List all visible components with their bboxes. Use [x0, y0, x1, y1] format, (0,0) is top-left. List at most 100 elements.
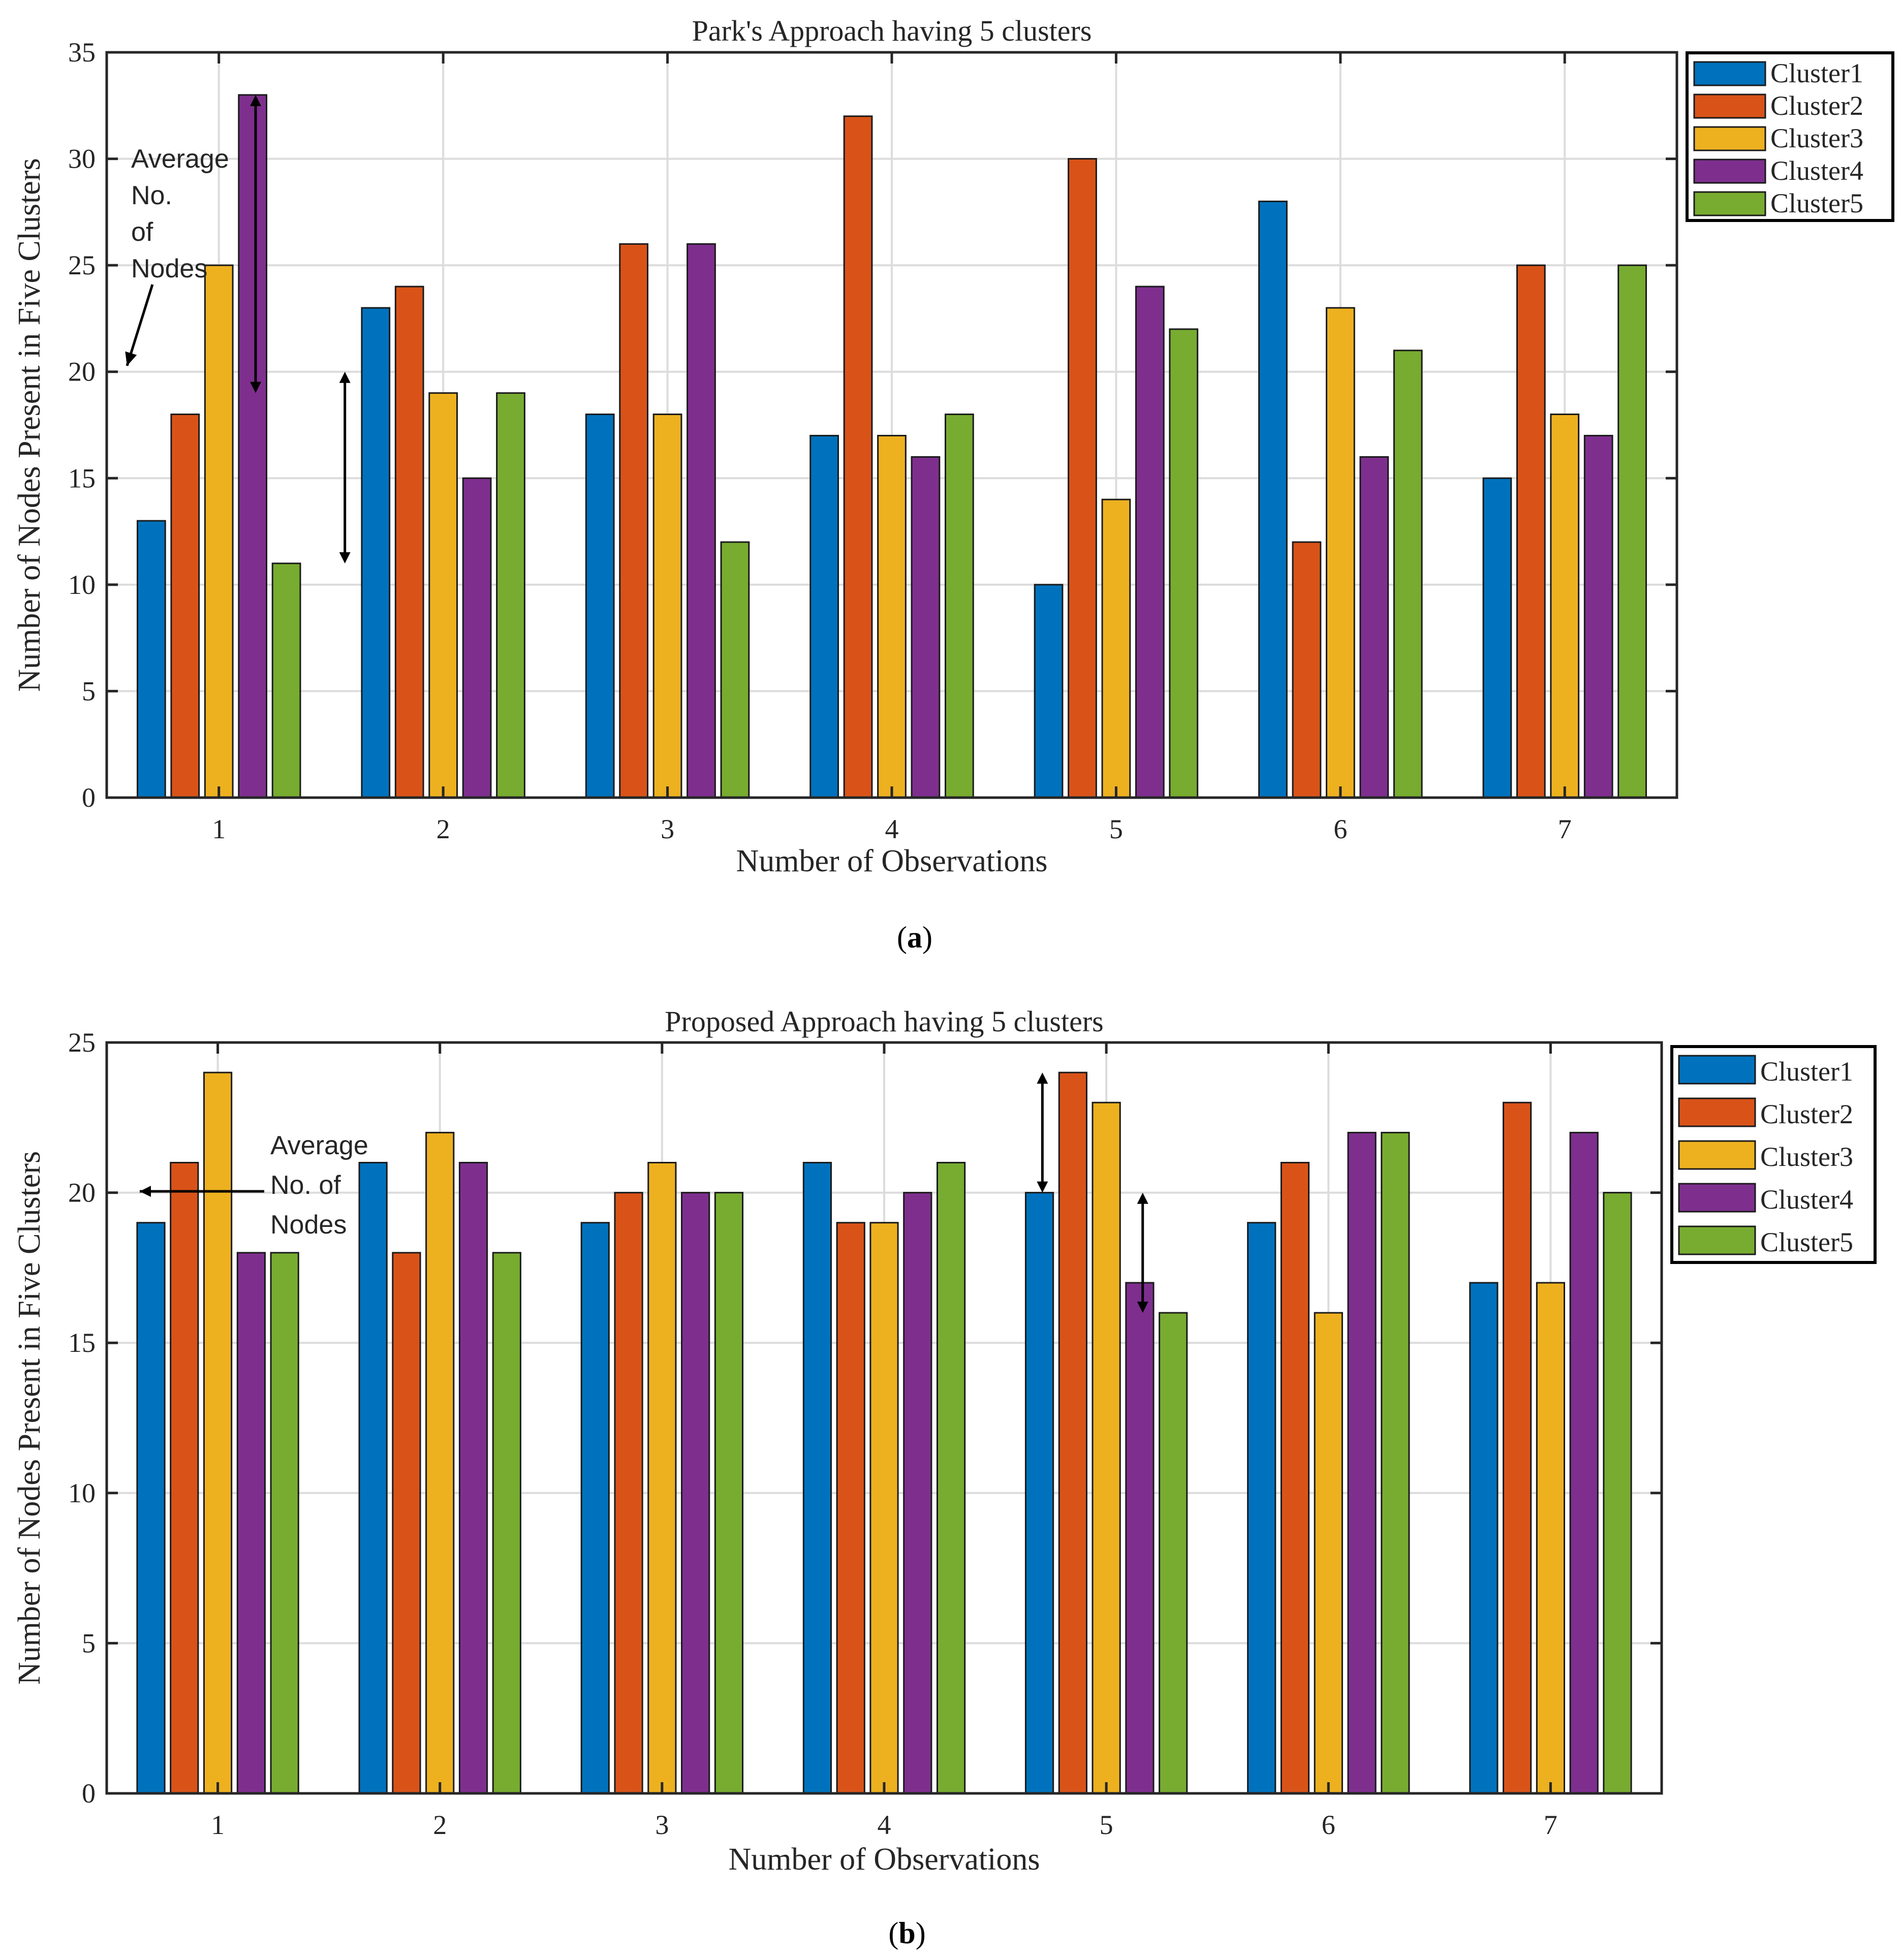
bars [136, 94, 1647, 799]
x-tick-label: 2 [433, 1810, 447, 1840]
bar-cluster2-obs-2 [392, 1252, 421, 1794]
bar-cluster3-obs-5 [1092, 1101, 1121, 1794]
y-tick-label: 5 [82, 1628, 96, 1658]
average-annotation: Average No. of Nodes [140, 1131, 368, 1240]
chart-title: Proposed Approach having 5 clusters [665, 1005, 1103, 1038]
bar-cluster1-obs-6 [1247, 1222, 1276, 1794]
panel-caption: (b) [888, 1916, 925, 1950]
average-annotation: Average No. of Nodes [125, 144, 229, 366]
x-tick-label: 3 [655, 1810, 669, 1840]
legend-label-cluster5: Cluster5 [1760, 1227, 1853, 1257]
bar-cluster3-obs-1 [203, 1071, 233, 1794]
x-tick-label: 3 [661, 814, 674, 844]
bar-cluster2-obs-3 [614, 1192, 643, 1794]
bar-cluster2-obs-6 [1292, 541, 1322, 799]
caption-paren-open: ( [897, 921, 907, 954]
x-tick-label: 2 [436, 814, 450, 844]
bar-cluster4-obs-3 [687, 243, 716, 799]
bar-cluster4-obs-2 [458, 1161, 488, 1794]
y-tick-label: 20 [68, 1178, 96, 1208]
bar-cluster4-obs-5 [1125, 1282, 1155, 1794]
bar-cluster5-obs-7 [1617, 264, 1647, 799]
bar-cluster2-obs-4 [836, 1222, 865, 1794]
legend-swatch-cluster2 [1693, 93, 1766, 119]
bar-cluster4-obs-3 [681, 1192, 710, 1794]
y-tick-label: 10 [68, 1478, 96, 1508]
bar-cluster3-obs-7 [1550, 414, 1580, 799]
bar-cluster1-obs-6 [1258, 200, 1288, 799]
legend-label-cluster2: Cluster2 [1760, 1099, 1853, 1129]
x-tick-label: 7 [1544, 1810, 1557, 1840]
bar-cluster4-obs-4 [911, 456, 941, 799]
bar-cluster2-obs-7 [1516, 264, 1546, 799]
bar-cluster1-obs-2 [358, 1161, 388, 1794]
bar-cluster5-obs-2 [492, 1252, 521, 1794]
bar-cluster1-obs-3 [585, 414, 615, 799]
y-tick-label: 0 [82, 1778, 96, 1809]
annotation-text: Nodes [131, 254, 207, 283]
bar-cluster5-obs-5 [1169, 328, 1199, 799]
range-arrow-0-head-up [1037, 1072, 1048, 1084]
bar-cluster5-obs-7 [1603, 1192, 1632, 1794]
bar-cluster3-obs-4 [869, 1222, 899, 1794]
bar-cluster1-obs-4 [802, 1161, 832, 1794]
bar-cluster5-obs-4 [945, 414, 974, 799]
annotation-text: Average [131, 144, 229, 174]
y-tick-label: 25 [68, 1027, 96, 1058]
annotation-arrow-head [140, 1186, 151, 1197]
legend-swatch-cluster3 [1678, 1140, 1756, 1170]
chart-title: Park's Approach having 5 clusters [692, 14, 1092, 47]
y-tick-label: 20 [68, 357, 96, 387]
x-axis-label: Number of Observations [729, 1842, 1040, 1877]
annotation-arrow-shaft [126, 284, 154, 366]
y-tick-label: 0 [82, 782, 96, 813]
bar-cluster5-obs-3 [714, 1192, 744, 1794]
x-axis-label: Number of Observations [736, 844, 1048, 878]
legend-swatch-cluster5 [1678, 1225, 1756, 1255]
caption-letter: a [907, 921, 922, 954]
bar-cluster5-obs-2 [496, 392, 525, 799]
bar-cluster4-obs-5 [1135, 286, 1165, 799]
legend-swatch-cluster4 [1693, 159, 1766, 184]
range-arrow-1-head-down [339, 552, 351, 563]
legend-swatch-cluster5 [1693, 191, 1766, 216]
range-arrow-1-head-up [1137, 1192, 1148, 1204]
legend-swatch-cluster1 [1693, 61, 1766, 86]
legend-label-cluster1: Cluster1 [1760, 1056, 1853, 1087]
bar-cluster1-obs-7 [1482, 477, 1512, 799]
y-tick-label: 35 [68, 37, 96, 68]
bar-cluster5-obs-6 [1381, 1131, 1410, 1794]
bar-cluster4-obs-6 [1359, 456, 1389, 799]
legend-label-cluster4: Cluster4 [1760, 1184, 1853, 1215]
x-tick-label: 1 [211, 1810, 225, 1840]
chart-panel-b: 0 5 10 15 20 25 1 2 3 4 5 6 7 Proposed Approach havin… [12, 1005, 1877, 1950]
x-tick-label: 1 [212, 814, 226, 844]
bar-cluster5-obs-5 [1159, 1312, 1188, 1794]
annotation-text: No. [131, 181, 172, 210]
bar-cluster1-obs-2 [361, 307, 391, 799]
bar-cluster3-obs-3 [647, 1161, 677, 1794]
annotation-text: of [131, 217, 153, 247]
legend-label-cluster3: Cluster3 [1770, 123, 1863, 153]
bar-cluster2-obs-3 [619, 243, 649, 799]
x-tick-label: 6 [1322, 1810, 1335, 1840]
bar-cluster1-obs-7 [1469, 1282, 1499, 1794]
annotation-text: No. of [270, 1171, 341, 1200]
caption-paren-close: ) [922, 921, 932, 954]
bar-cluster3-obs-2 [425, 1131, 455, 1794]
bar-cluster3-obs-6 [1314, 1312, 1343, 1794]
x-tick-label: 7 [1558, 814, 1572, 844]
range-arrow-0-head-down [1037, 1181, 1048, 1193]
caption-paren-close: ) [916, 1916, 926, 1950]
legend-swatch-cluster4 [1678, 1183, 1756, 1213]
legend-label-cluster2: Cluster2 [1770, 90, 1863, 121]
range-arrow-1-head-up [339, 371, 351, 383]
chart-panel-a: 0 5 10 15 20 25 30 35 1 2 3 4 5 6 7 Park's Approach hav… [12, 14, 1894, 954]
bar-cluster5-obs-6 [1393, 350, 1423, 799]
x-tick-label: 6 [1333, 814, 1347, 844]
annotation-text: Nodes [270, 1210, 347, 1240]
bar-cluster1-obs-5 [1034, 584, 1064, 799]
range-arrow-1-head-down [1137, 1302, 1148, 1313]
